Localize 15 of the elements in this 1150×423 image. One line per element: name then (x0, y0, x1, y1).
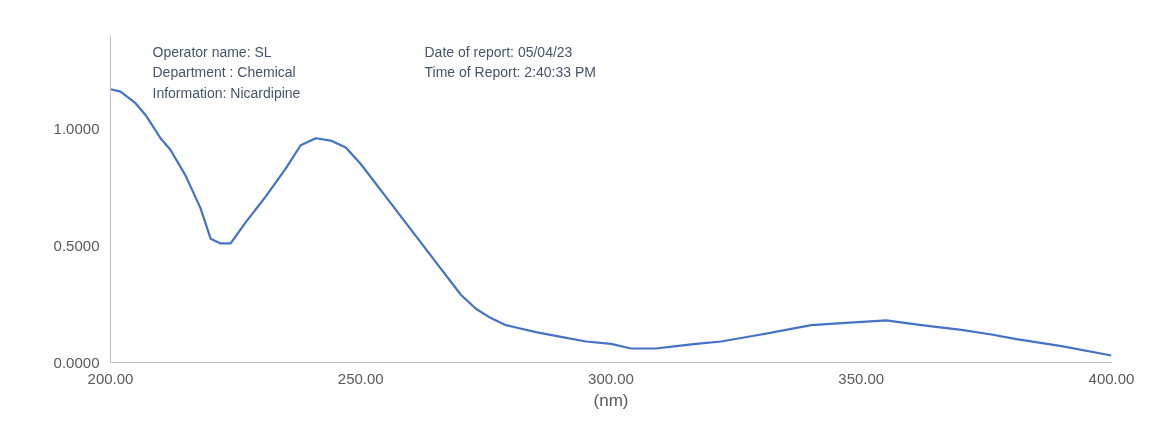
x-axis-title: (nm) (593, 390, 629, 410)
annotation: Operator name: SL (152, 43, 272, 60)
x-tick-label: 350.00 (838, 369, 885, 387)
x-tick-label: 400.00 (1088, 369, 1135, 387)
y-tick-label: 1.0000 (53, 119, 100, 137)
y-tick-label: 0.0000 (53, 353, 100, 371)
line-series (110, 88, 1112, 357)
x-tick-label: 200.00 (87, 369, 134, 387)
x-tick-label: 250.00 (337, 369, 384, 387)
y-tick-label: 0.5000 (53, 236, 100, 254)
annotation: Time of Report: 2:40:33 PM (424, 64, 596, 80)
annotation: Department : Chemical (152, 64, 296, 80)
x-tick-label: 300.00 (588, 369, 634, 387)
annotation: Date of report: 05/04/23 (424, 43, 573, 60)
annotation: Information: Nicardipine (152, 84, 301, 101)
